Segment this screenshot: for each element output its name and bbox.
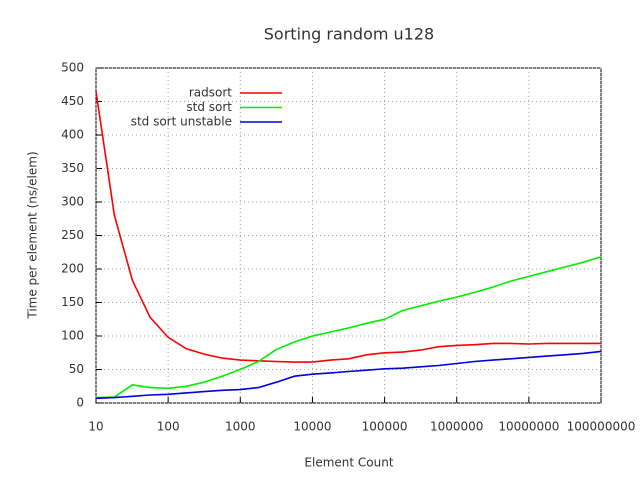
y-axis-label: Time per element (ns/elem) bbox=[26, 151, 40, 319]
x-tick-label: 10 bbox=[88, 420, 103, 434]
line bbox=[95, 350, 602, 400]
y-tick-label: 150 bbox=[61, 295, 84, 309]
legend-label: std sort bbox=[186, 100, 232, 114]
y-tick-label: 350 bbox=[61, 161, 84, 175]
y-tick-label: 300 bbox=[61, 195, 84, 209]
x-tick-label: 1000000 bbox=[430, 420, 483, 434]
x-tick-label: 100 bbox=[157, 420, 180, 434]
y-tick-label: 50 bbox=[69, 362, 84, 376]
line bbox=[95, 91, 601, 363]
chart-title: Sorting random u128 bbox=[264, 25, 434, 44]
y-tick-label: 200 bbox=[61, 262, 84, 276]
x-tick-label: 1000 bbox=[225, 420, 256, 434]
line bbox=[95, 256, 602, 399]
y-tick-label: 450 bbox=[61, 94, 84, 108]
x-axis-label: Element Count bbox=[304, 456, 393, 470]
x-tick-label: 10000 bbox=[293, 420, 331, 434]
legend-label: radsort bbox=[189, 86, 232, 100]
legend-label: std sort unstable bbox=[131, 115, 232, 129]
y-tick-label: 400 bbox=[61, 128, 84, 142]
y-tick-label: 0 bbox=[76, 396, 84, 410]
y-tick-label: 500 bbox=[61, 61, 84, 75]
y-tick-label: 250 bbox=[61, 228, 84, 242]
x-tick-label: 100000000 bbox=[567, 420, 636, 434]
x-tick-label: 100000 bbox=[362, 420, 408, 434]
y-tick-label: 100 bbox=[61, 329, 84, 343]
x-tick-label: 10000000 bbox=[498, 420, 559, 434]
